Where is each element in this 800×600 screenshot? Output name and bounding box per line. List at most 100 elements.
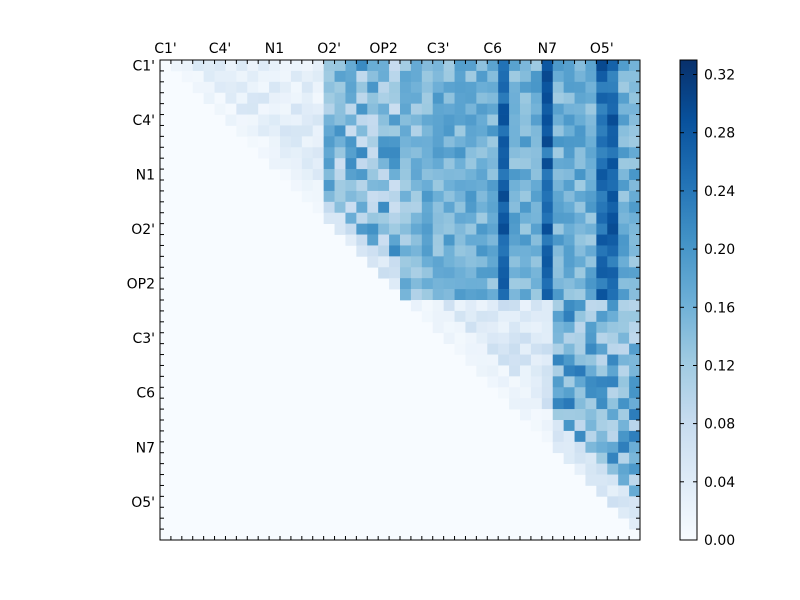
heatmap-cell	[541, 289, 554, 301]
heatmap-cell	[574, 158, 586, 170]
heatmap-cell	[574, 81, 586, 94]
heatmap-cell	[323, 81, 335, 94]
heatmap-cell	[541, 81, 554, 94]
heatmap-cell	[498, 169, 510, 181]
heatmap-cell	[269, 70, 281, 83]
heatmap-cell	[378, 267, 390, 279]
heatmap-cell	[541, 60, 554, 72]
heatmap-cell	[530, 114, 543, 126]
heatmap-cell	[574, 463, 586, 475]
heatmap-cell	[596, 201, 608, 214]
heatmap-cell	[629, 190, 641, 203]
colorbar-tick-label: 0.00	[704, 533, 735, 549]
heatmap-cell	[607, 136, 619, 148]
heatmap-cell	[585, 245, 597, 257]
heatmap-cell	[509, 234, 521, 246]
heatmap-cell	[607, 343, 619, 355]
heatmap-cell	[618, 507, 630, 519]
heatmap-cell	[487, 201, 499, 214]
heatmap-cell	[629, 92, 641, 104]
heatmap-cell	[541, 223, 554, 235]
heatmap-cell	[432, 223, 444, 235]
heatmap-cell	[290, 136, 303, 148]
heatmap-cell	[334, 147, 346, 159]
heatmap-cell	[607, 430, 619, 443]
heatmap-cell	[443, 267, 455, 279]
heatmap-cell	[323, 190, 335, 203]
heatmap-cell	[618, 245, 630, 257]
heatmap-cell	[487, 114, 499, 126]
heatmap-cell	[596, 485, 608, 497]
heatmap-cell	[607, 147, 619, 159]
heatmap-cell	[530, 147, 543, 159]
heatmap-cell	[520, 354, 532, 366]
heatmap-cell	[563, 81, 575, 94]
heatmap-cell	[607, 463, 619, 475]
heatmap-cell	[596, 267, 608, 279]
heatmap-cell	[563, 267, 575, 279]
heatmap-cell	[487, 212, 499, 224]
heatmap-cell	[618, 409, 630, 421]
colorbar-tick-label: 0.08	[704, 417, 735, 433]
heatmap-cell	[269, 158, 281, 170]
heatmap-cell	[290, 60, 303, 72]
heatmap-cell	[585, 452, 597, 464]
heatmap-cell	[574, 398, 586, 410]
heatmap-cell	[541, 430, 554, 443]
heatmap-cell	[269, 147, 281, 159]
heatmap-cell	[585, 289, 597, 301]
heatmap-cell	[443, 289, 455, 301]
heatmap-cell	[378, 180, 390, 192]
heatmap-cell	[563, 409, 575, 421]
heatmap-cell	[312, 114, 324, 126]
heatmap-cell	[574, 70, 586, 83]
heatmap-cell	[629, 136, 641, 148]
heatmap-cell	[629, 114, 641, 126]
heatmap-cell	[574, 136, 586, 148]
heatmap-cell	[400, 114, 412, 126]
heatmap-cell	[356, 190, 368, 203]
heatmap-cell	[421, 212, 434, 224]
heatmap-cell	[312, 158, 324, 170]
heatmap-cell	[596, 180, 608, 192]
heatmap-cell	[629, 496, 641, 508]
heatmap-cell	[498, 92, 510, 104]
heatmap-cell	[323, 158, 335, 170]
heatmap-cell	[509, 223, 521, 235]
heatmap-cell	[345, 190, 357, 203]
heatmap-cell	[280, 158, 292, 170]
heatmap-cell	[312, 147, 324, 159]
heatmap-cell	[563, 125, 575, 137]
heatmap-cell	[334, 136, 346, 148]
heatmap-cell	[530, 125, 543, 137]
heatmap-cell	[345, 212, 357, 224]
heatmap-cell	[520, 81, 532, 94]
heatmap-cell	[618, 430, 630, 443]
heatmap-cell	[476, 147, 488, 159]
heatmap-cell	[465, 92, 477, 104]
heatmap-cell	[487, 354, 499, 366]
heatmap-cell	[563, 332, 575, 344]
heatmap-cell	[618, 496, 630, 508]
heatmap-cell	[563, 256, 575, 268]
heatmap-cell	[465, 125, 477, 137]
heatmap-cell	[400, 256, 412, 268]
heatmap-cell	[367, 60, 379, 72]
heatmap-cell	[618, 463, 630, 475]
heatmap-cell	[312, 180, 324, 192]
heatmap-cell	[356, 70, 368, 83]
heatmap-cell	[476, 190, 488, 203]
heatmap-cell	[541, 92, 554, 104]
colorbar-tick-label: 0.24	[704, 184, 735, 200]
heatmap-cell	[618, 278, 630, 290]
heatmap-cell	[476, 245, 488, 257]
y-tick-label: C1'	[132, 59, 155, 75]
heatmap-cell	[574, 278, 586, 290]
heatmap-cell	[574, 245, 586, 257]
heatmap-cell	[563, 70, 575, 83]
heatmap-cell	[509, 114, 521, 126]
heatmap-cell	[454, 190, 466, 203]
x-tick-label: C6	[483, 41, 502, 57]
heatmap-cell	[596, 343, 608, 355]
heatmap-cell	[509, 310, 521, 323]
